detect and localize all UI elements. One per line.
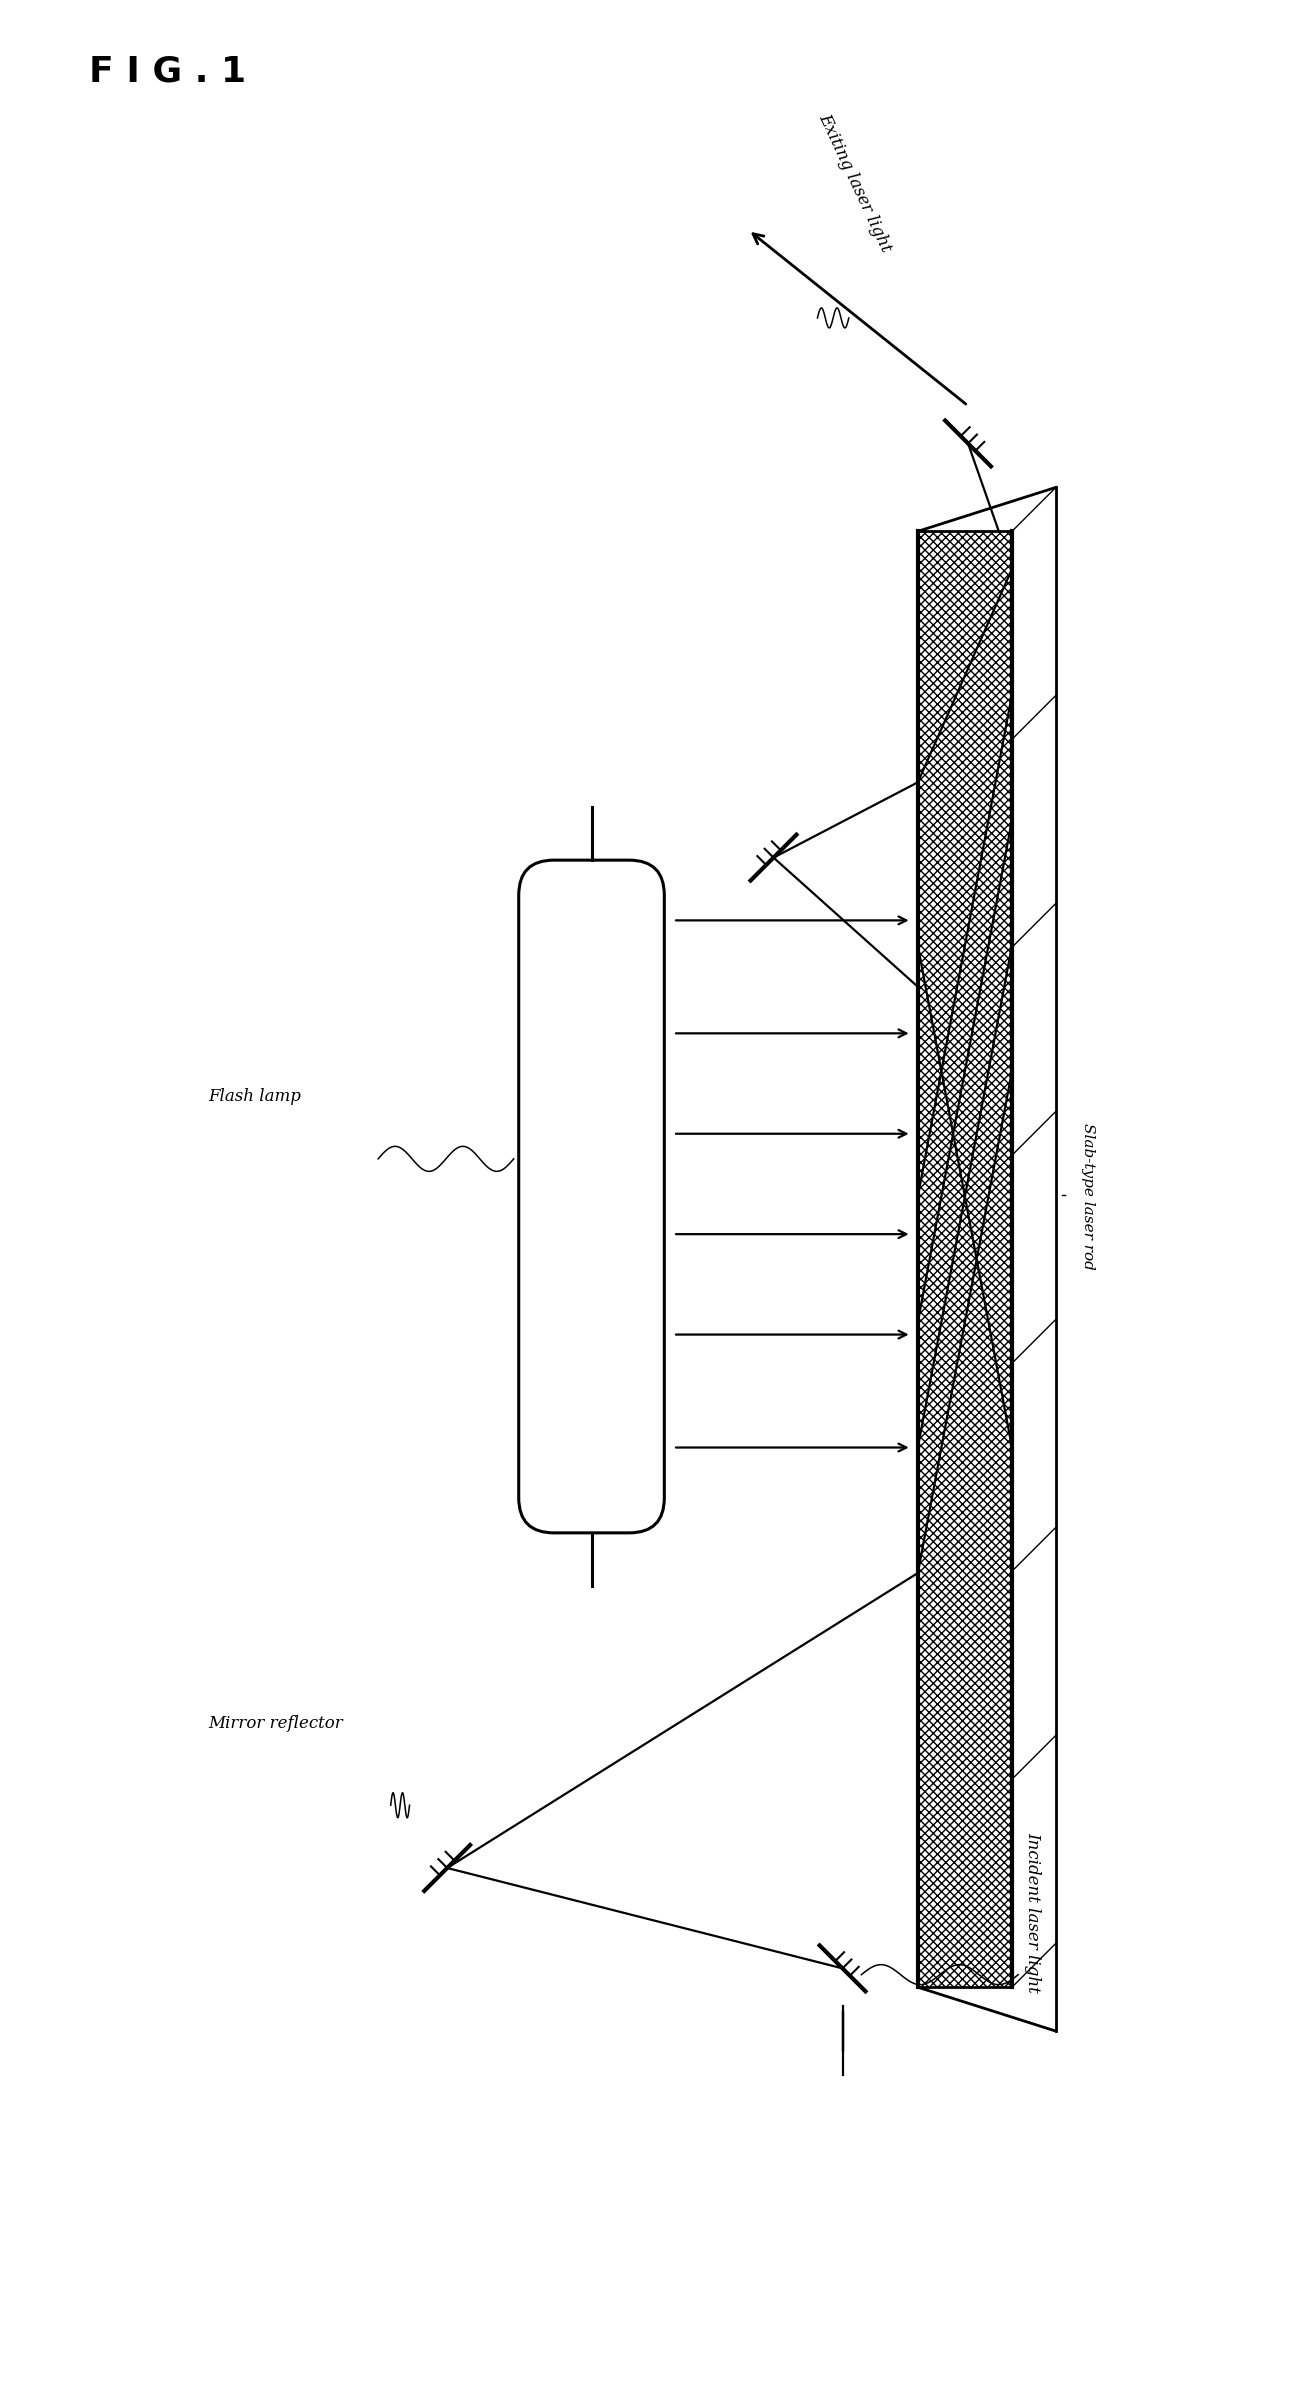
Text: Flash lamp: Flash lamp: [209, 1086, 302, 1106]
Text: Mirror reflector: Mirror reflector: [209, 1716, 343, 1733]
Text: Exiting laser light: Exiting laser light: [815, 110, 894, 256]
Text: Incident laser light: Incident laser light: [1025, 1831, 1042, 1993]
Bar: [918, 531, 1012, 1986]
Text: Slab-type laser rod: Slab-type laser rod: [1081, 1122, 1095, 1271]
Text: F I G . 1: F I G . 1: [89, 55, 246, 89]
FancyBboxPatch shape: [518, 859, 665, 1534]
